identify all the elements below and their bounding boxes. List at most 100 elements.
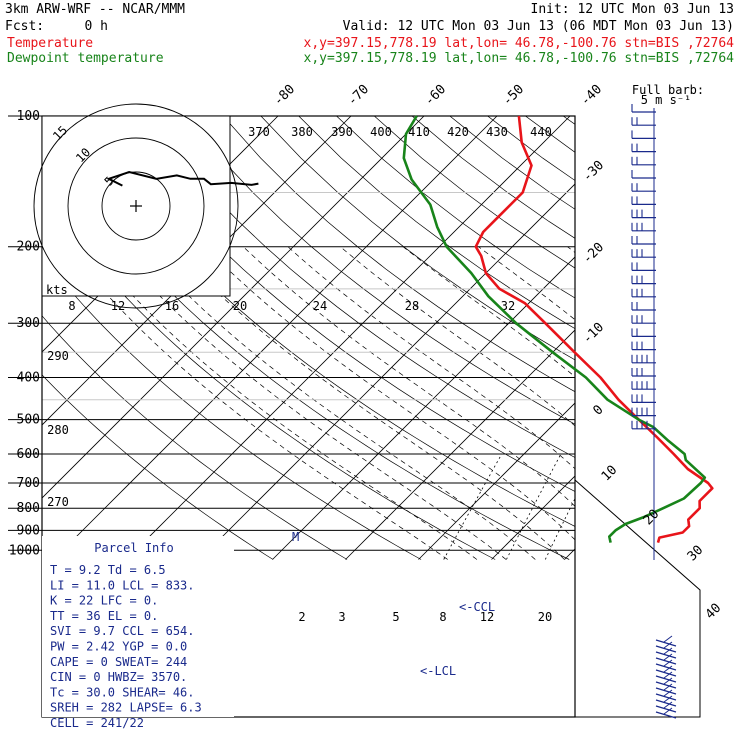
dry-adiabat-line xyxy=(298,116,575,330)
wind-barb-flag xyxy=(663,677,673,685)
dry-adiabat-line xyxy=(336,116,575,299)
dry-adiabat-line xyxy=(42,374,274,560)
mixing-ratio-label: 2 xyxy=(298,610,305,624)
pressure-label: 100 xyxy=(17,109,40,124)
parcel-info-title: Parcel Info xyxy=(94,541,173,555)
wind-barb xyxy=(655,699,677,707)
wind-barb-flag xyxy=(663,665,673,673)
isotherm-line xyxy=(42,116,425,499)
pressure-label: 900 xyxy=(17,523,40,538)
mixing-ratio-line xyxy=(647,454,693,560)
isotherm-line xyxy=(637,96,740,559)
dry-adiabat-line xyxy=(147,116,575,458)
parcel-info-row: T = 9.2 Td = 6.5 xyxy=(50,563,166,577)
mixing-ratio-line xyxy=(544,497,575,560)
isotherm-label: -40 xyxy=(578,82,605,109)
parcel-info-row: CELL = 241/22 xyxy=(50,716,144,730)
theta-label: 410 xyxy=(408,125,430,139)
wind-barb-scale-units: 5 m s⁻¹ xyxy=(641,93,692,107)
wind-barb-flag xyxy=(663,707,673,715)
hodograph-speed-label: 12 xyxy=(111,299,125,313)
parcel-info-row: SREH = 282 LAPSE= 6.3 xyxy=(50,701,202,715)
isotherm-line xyxy=(418,402,575,560)
legend-temperature-name: Temperature xyxy=(7,36,93,51)
hodograph-speed-label: 32 xyxy=(501,299,515,313)
wind-barb xyxy=(655,675,677,683)
theta-left-label: 270 xyxy=(47,495,69,509)
isotherm-label: -50 xyxy=(500,82,527,109)
forecast-label: Fcst: xyxy=(5,19,44,34)
wind-barb-flag xyxy=(663,635,673,643)
parcel-info-row: CAPE = 0 SWEAT= 244 xyxy=(50,655,187,669)
wind-barb xyxy=(655,645,677,653)
pressure-label: 500 xyxy=(17,413,40,428)
mixing-ratio-label: 3 xyxy=(338,610,345,624)
wind-barb xyxy=(655,639,677,647)
parcel-info-row: Tc = 30.0 SHEAR= 46. xyxy=(50,685,195,699)
ccl-annotation: <-CCL xyxy=(459,600,495,614)
parcel-info-row: K = 22 LFC = 0. xyxy=(50,594,158,608)
parcel-info-row: SVI = 9.7 CCL = 654. xyxy=(50,624,195,638)
isotherm-label: -20 xyxy=(580,240,607,267)
hodograph-ring xyxy=(33,103,239,309)
valid-time: Valid: 12 UTC Mon 03 Jun 13 (06 MDT Mon … xyxy=(343,19,734,34)
plot-frame xyxy=(41,115,576,718)
theta-label: 390 xyxy=(331,125,353,139)
theta-label: 400 xyxy=(370,125,392,139)
isotherm-label: -70 xyxy=(345,82,372,109)
wind-barb-flag xyxy=(663,647,673,655)
wind-barb xyxy=(655,681,677,689)
theta-label: 440 xyxy=(530,125,552,139)
pressure-label: 1000 xyxy=(9,543,40,558)
legend-dewpoint-name: Dewpoint temperature xyxy=(7,51,164,66)
hodograph-speed-label: 20 xyxy=(233,299,247,313)
wind-barb xyxy=(655,663,677,671)
dry-adiabat-line xyxy=(374,116,575,269)
m-annotation: M xyxy=(292,530,299,544)
mixing-ratio-label: 5 xyxy=(392,610,399,624)
dewpoint-profile xyxy=(402,115,707,543)
isotherm-line xyxy=(53,116,498,560)
dry-adiabat-line xyxy=(222,116,575,393)
wind-barb-scale-label: Full barb: xyxy=(632,83,704,97)
isotherm-line xyxy=(126,116,571,560)
moist-adiabat-line xyxy=(402,246,575,378)
mixing-ratio-line xyxy=(506,453,562,560)
moist-adiabat-line xyxy=(66,246,448,560)
isotherm-label: -30 xyxy=(580,158,607,185)
isotherm-line xyxy=(42,116,352,426)
theta-label: 420 xyxy=(447,125,469,139)
dry-adiabat-line xyxy=(714,116,740,560)
mixing-ratio-label: 20 xyxy=(538,610,552,624)
dry-adiabat-line xyxy=(601,116,740,560)
wind-barb xyxy=(655,705,677,713)
moist-adiabat-line xyxy=(141,246,536,560)
lcl-annotation: <-LCL xyxy=(420,664,456,678)
forecast-hour: 0 h xyxy=(85,19,108,34)
wind-barb xyxy=(655,687,677,695)
hodograph-speed-label: 28 xyxy=(405,299,419,313)
pressure-label: 600 xyxy=(17,447,40,462)
parcel-info-row: TT = 36 EL = 0. xyxy=(50,609,158,623)
theta-label: 380 xyxy=(291,125,313,139)
theta-label: 370 xyxy=(248,125,270,139)
hodograph-speed-label: 16 xyxy=(165,299,179,313)
parcel-info-row: PW = 2.42 YGP = 0.0 xyxy=(50,640,187,654)
model-title: 3km ARW-WRF -- NCAR/MMM xyxy=(5,2,185,17)
pressure-label: 400 xyxy=(17,370,40,385)
dry-adiabat-line xyxy=(260,116,575,361)
isotherm-line xyxy=(710,96,740,559)
pressure-label: 700 xyxy=(17,476,40,491)
moist-adiabat-line xyxy=(204,246,575,541)
wind-barb-flag xyxy=(663,689,673,697)
parcel-info-box xyxy=(42,536,234,717)
hodograph-speed-label: 8 xyxy=(68,299,75,313)
pressure-label: 800 xyxy=(17,501,40,516)
isotherm-label: 40 xyxy=(703,601,725,623)
isotherm-line xyxy=(491,475,575,560)
wind-barb-flag xyxy=(663,653,673,661)
barb-panel-boundary xyxy=(574,479,701,718)
pressure-label: 300 xyxy=(17,316,40,331)
mixing-ratio-line xyxy=(443,453,503,560)
